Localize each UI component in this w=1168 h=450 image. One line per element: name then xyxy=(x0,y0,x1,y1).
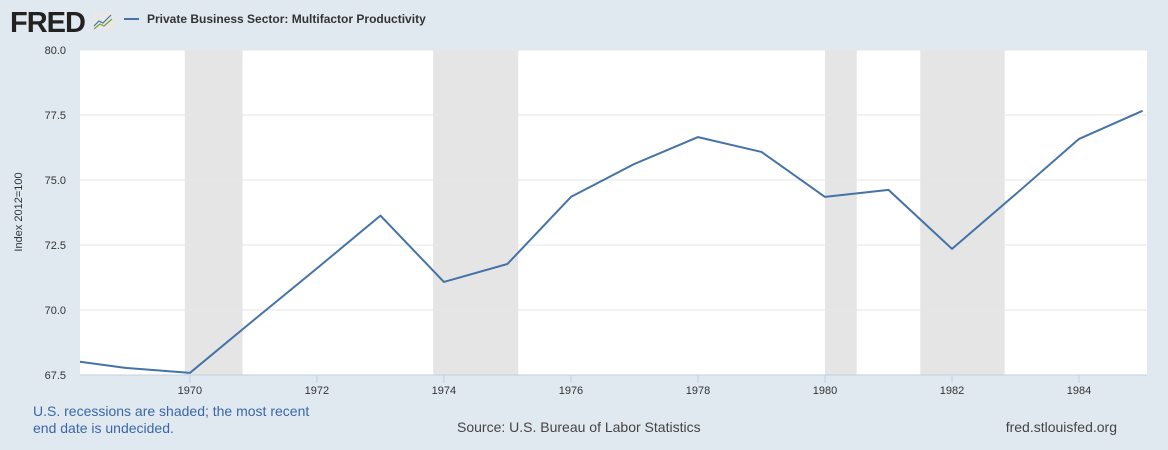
x-tick-label: 1970 xyxy=(178,385,202,397)
x-tick-label: 1984 xyxy=(1067,385,1091,397)
fred-logo[interactable]: FRED xyxy=(10,7,86,39)
x-tick-label: 1972 xyxy=(305,385,329,397)
recession-band xyxy=(433,50,519,375)
x-tick-label: 1974 xyxy=(432,385,456,397)
legend-label: Private Business Sector: Multifactor Pro… xyxy=(147,12,426,26)
legend-swatch xyxy=(124,18,139,20)
series-line xyxy=(80,109,1143,374)
chart-legend[interactable]: Private Business Sector: Multifactor Pro… xyxy=(124,12,426,26)
y-tick-label: 75.0 xyxy=(45,175,66,187)
recession-band xyxy=(920,50,1005,375)
y-tick-label: 72.5 xyxy=(45,240,66,252)
y-tick-label: 80.0 xyxy=(45,45,66,57)
y-axis-label: Index 2012=100 xyxy=(13,172,25,251)
recession-band xyxy=(824,50,857,375)
x-tick-label: 1976 xyxy=(559,385,583,397)
recession-band xyxy=(184,50,243,375)
y-tick-label: 67.5 xyxy=(45,370,66,382)
recession-note: U.S. recessions are shaded; the most rec… xyxy=(33,403,310,436)
x-tick-label: 1980 xyxy=(813,385,837,397)
site-link[interactable]: fred.stlouisfed.org xyxy=(1005,419,1117,435)
source-text: Source: U.S. Bureau of Labor Statistics xyxy=(457,419,701,435)
x-tick-label: 1978 xyxy=(686,385,710,397)
y-tick-label: 77.5 xyxy=(45,110,66,122)
y-tick-label: 70.0 xyxy=(45,305,66,317)
x-tick-label: 1982 xyxy=(940,385,964,397)
chart-logo-icon xyxy=(92,11,114,31)
